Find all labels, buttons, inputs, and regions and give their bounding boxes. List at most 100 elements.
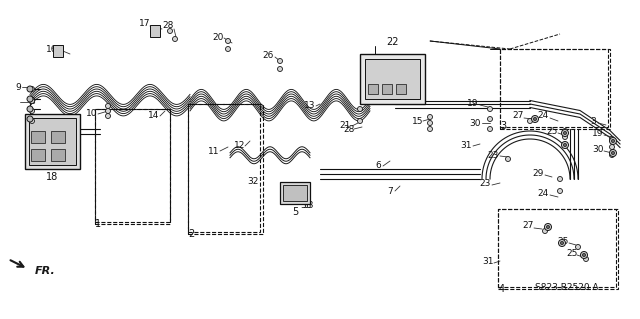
Circle shape bbox=[168, 28, 173, 33]
Text: S823-B2520 A: S823-B2520 A bbox=[535, 283, 598, 292]
Text: 2: 2 bbox=[188, 229, 194, 239]
Text: 7: 7 bbox=[387, 187, 393, 196]
Circle shape bbox=[225, 39, 230, 43]
Bar bbox=[500, 49, 610, 129]
Text: 30: 30 bbox=[592, 145, 604, 153]
Bar bbox=[53, 45, 63, 57]
Text: 10: 10 bbox=[86, 109, 98, 118]
Bar bbox=[368, 84, 378, 94]
Circle shape bbox=[563, 135, 568, 139]
Circle shape bbox=[27, 86, 33, 92]
Circle shape bbox=[506, 157, 511, 161]
Bar bbox=[360, 54, 425, 104]
Bar bbox=[25, 114, 80, 169]
Circle shape bbox=[106, 114, 111, 118]
Bar bbox=[188, 104, 260, 232]
Text: 17: 17 bbox=[140, 19, 151, 28]
Text: 22: 22 bbox=[387, 37, 399, 47]
Text: 1: 1 bbox=[95, 219, 101, 229]
Text: 3: 3 bbox=[590, 116, 596, 125]
Text: 25: 25 bbox=[566, 249, 578, 257]
Circle shape bbox=[531, 115, 538, 122]
Circle shape bbox=[225, 47, 230, 51]
Text: 19: 19 bbox=[467, 99, 479, 108]
Text: 31: 31 bbox=[483, 256, 493, 265]
Text: 3: 3 bbox=[500, 121, 506, 131]
Text: 33: 33 bbox=[300, 202, 312, 211]
Bar bbox=[498, 209, 616, 287]
Text: 29: 29 bbox=[532, 168, 544, 177]
Text: 28: 28 bbox=[343, 124, 355, 133]
Text: 20: 20 bbox=[212, 33, 224, 42]
Circle shape bbox=[561, 142, 568, 149]
Circle shape bbox=[488, 107, 493, 112]
Circle shape bbox=[545, 224, 552, 231]
Circle shape bbox=[29, 86, 35, 92]
Text: 23: 23 bbox=[479, 179, 491, 188]
Circle shape bbox=[106, 108, 111, 114]
Circle shape bbox=[27, 106, 33, 112]
Circle shape bbox=[561, 130, 568, 137]
Circle shape bbox=[609, 145, 614, 150]
Bar bbox=[188, 104, 263, 234]
Circle shape bbox=[575, 244, 580, 249]
Circle shape bbox=[611, 139, 614, 143]
Text: 23: 23 bbox=[487, 152, 499, 160]
Bar bbox=[365, 59, 420, 99]
Circle shape bbox=[527, 118, 532, 123]
Text: 32: 32 bbox=[247, 176, 259, 186]
Circle shape bbox=[488, 116, 493, 122]
Text: 25: 25 bbox=[547, 127, 557, 136]
Text: 19: 19 bbox=[592, 129, 604, 137]
Circle shape bbox=[29, 108, 35, 114]
Text: 31: 31 bbox=[460, 142, 472, 151]
Text: 14: 14 bbox=[148, 112, 160, 121]
Circle shape bbox=[428, 121, 433, 125]
Bar bbox=[29, 118, 76, 165]
Text: 13: 13 bbox=[304, 101, 316, 110]
Bar bbox=[283, 185, 307, 201]
Circle shape bbox=[488, 127, 493, 131]
Bar bbox=[31, 131, 45, 143]
Circle shape bbox=[278, 58, 282, 63]
Text: 6: 6 bbox=[375, 161, 381, 170]
Bar bbox=[95, 109, 170, 222]
Bar bbox=[396, 84, 406, 94]
Text: FR.: FR. bbox=[35, 266, 56, 276]
Bar bbox=[31, 149, 45, 161]
Circle shape bbox=[611, 152, 614, 155]
Circle shape bbox=[29, 118, 35, 123]
Circle shape bbox=[428, 115, 433, 120]
Circle shape bbox=[27, 116, 33, 122]
Circle shape bbox=[543, 228, 547, 234]
Circle shape bbox=[358, 107, 362, 112]
Circle shape bbox=[609, 137, 614, 142]
Text: 15: 15 bbox=[412, 116, 424, 125]
Text: 8: 8 bbox=[29, 97, 35, 106]
Bar bbox=[95, 109, 170, 224]
Text: 18: 18 bbox=[46, 172, 59, 182]
Circle shape bbox=[29, 99, 35, 103]
Text: 21: 21 bbox=[339, 122, 351, 130]
Text: 16: 16 bbox=[46, 44, 58, 54]
Circle shape bbox=[609, 137, 616, 145]
Text: 25: 25 bbox=[557, 236, 569, 246]
Text: 28: 28 bbox=[163, 21, 173, 31]
Circle shape bbox=[563, 144, 566, 146]
Text: 24: 24 bbox=[538, 189, 548, 197]
Circle shape bbox=[609, 150, 616, 157]
Circle shape bbox=[563, 129, 568, 133]
Circle shape bbox=[428, 127, 433, 131]
Bar bbox=[498, 209, 618, 289]
Circle shape bbox=[557, 176, 563, 182]
Text: 4: 4 bbox=[499, 284, 505, 294]
Text: 33: 33 bbox=[302, 202, 314, 211]
Bar bbox=[150, 25, 160, 37]
Bar bbox=[51, 149, 65, 161]
Circle shape bbox=[582, 253, 586, 256]
Circle shape bbox=[106, 103, 111, 108]
Circle shape bbox=[580, 251, 588, 258]
Bar bbox=[382, 84, 392, 94]
Text: 27: 27 bbox=[522, 221, 534, 231]
Text: 11: 11 bbox=[208, 146, 220, 155]
